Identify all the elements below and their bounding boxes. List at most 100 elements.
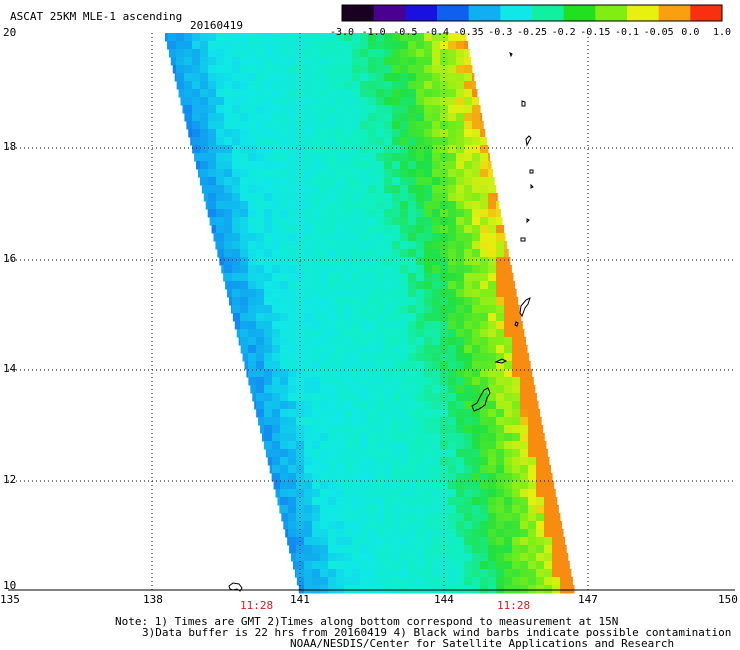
swath-cell (496, 569, 505, 578)
swath-cell (272, 241, 281, 250)
swath-cell (272, 73, 281, 82)
swath-cell (304, 449, 313, 458)
swath-cell (384, 473, 393, 482)
swath-cell (272, 353, 281, 362)
swath-cell (336, 281, 345, 290)
swath-cell (170, 57, 180, 66)
swath-cell (256, 57, 265, 66)
swath-cell (456, 33, 465, 42)
swath-cell (400, 457, 409, 466)
swath-cell (304, 193, 313, 202)
swath-cell (280, 105, 289, 114)
swath-cell (408, 297, 417, 306)
swath-cell (496, 241, 505, 250)
swath-cell (400, 273, 409, 282)
swath-cell (448, 89, 457, 98)
swath-cell (272, 129, 281, 138)
swath-cell (376, 121, 385, 130)
swath-cell (416, 409, 425, 418)
swath-cell (360, 105, 369, 114)
swath-cell (536, 577, 545, 586)
swath-cell (320, 417, 329, 426)
swath-cell (272, 225, 281, 234)
swath-cell (384, 553, 393, 562)
swath-cell (504, 281, 513, 290)
swath-cell (416, 33, 425, 42)
swath-cell (488, 281, 497, 290)
swath-cell (304, 529, 313, 538)
swath-cell (224, 73, 233, 82)
swath-cell (224, 105, 233, 114)
swath-cell (288, 425, 297, 434)
swath-cell (224, 273, 233, 282)
swath-cell (360, 145, 369, 154)
swath-cell (328, 121, 337, 130)
swath-cell (352, 497, 361, 506)
swath-cell (392, 65, 401, 74)
swath-cell (448, 321, 457, 330)
swath-cell (408, 473, 417, 482)
swath-cell (384, 409, 393, 418)
swath-cell (416, 185, 425, 194)
swath-cell (304, 505, 313, 514)
swath-cell (400, 33, 409, 42)
swath-cell (448, 337, 457, 346)
swath-cell (256, 121, 265, 130)
swath-cell (240, 97, 249, 106)
swath-cell (217, 249, 226, 258)
swath-cell (392, 537, 401, 546)
swath-cell (248, 201, 257, 210)
swath-cell (328, 529, 337, 538)
swath-cell (472, 465, 481, 474)
swath-cell (336, 385, 345, 394)
swath-cell (488, 321, 497, 330)
swath-cell (256, 233, 265, 242)
swath-cell (416, 457, 425, 466)
swath-cell (568, 569, 572, 578)
swath-cell (336, 297, 345, 306)
swath-cell (456, 393, 465, 402)
swath-cell (344, 201, 353, 210)
swath-cell (368, 409, 377, 418)
swath-cell (280, 49, 289, 58)
swath-cell (320, 441, 329, 450)
swath-cell (376, 417, 385, 426)
swath-cell (288, 225, 297, 234)
swath-cell (408, 497, 417, 506)
swath-cell (424, 297, 433, 306)
swath-cell (504, 449, 513, 458)
swath-cell (400, 337, 409, 346)
swath-cell (448, 49, 457, 58)
swath-cell (328, 401, 337, 410)
swath-cell (232, 185, 241, 194)
swath-cell (312, 161, 321, 170)
swath-cell (448, 313, 457, 322)
swath-cell (200, 33, 209, 42)
swath-cell (336, 433, 345, 442)
swath-cell (360, 281, 369, 290)
swath-cell (528, 433, 537, 442)
swath-cell (328, 369, 337, 378)
swath-cell (512, 561, 521, 570)
swath-cell (280, 465, 289, 474)
swath-cell (424, 513, 433, 522)
colorbar (341, 4, 723, 22)
swath-cell (312, 33, 321, 42)
swath-cell (488, 249, 497, 258)
swath-cell (240, 209, 249, 218)
swath-cell (464, 105, 473, 114)
swath-cell (368, 401, 377, 410)
swath-cell (496, 433, 505, 442)
swath-cell (192, 89, 201, 98)
swath-cell (344, 81, 353, 90)
swath-cell (392, 489, 401, 498)
swath-cell (240, 337, 249, 346)
swath-cell (336, 289, 345, 298)
swath-cell (312, 297, 321, 306)
swath-cell (248, 161, 257, 170)
swath-cell (480, 369, 489, 378)
swath-cell (304, 169, 313, 178)
swath-cell (368, 289, 377, 298)
swath-cell (480, 105, 481, 114)
swath-cell (432, 145, 441, 154)
